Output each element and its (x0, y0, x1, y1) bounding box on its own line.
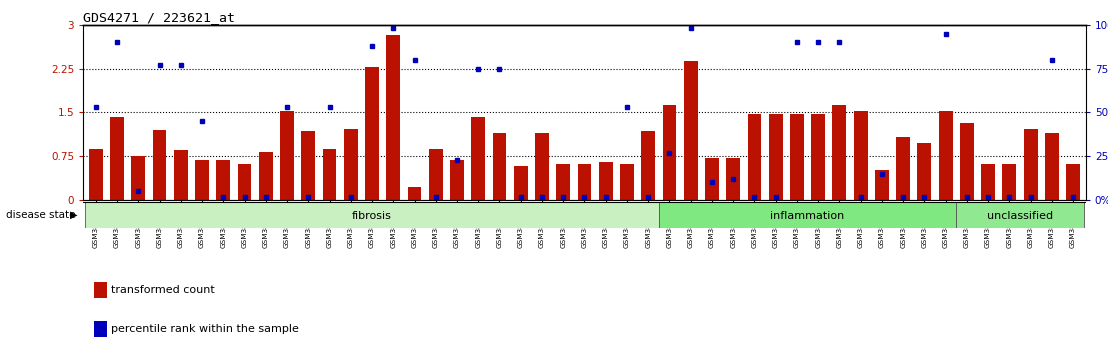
Bar (429, 149, 443, 200)
Bar (514, 166, 527, 200)
Bar (259, 152, 273, 200)
Bar (450, 160, 464, 200)
Bar (556, 164, 571, 200)
Text: unclassified: unclassified (987, 211, 1053, 221)
Bar (642, 131, 655, 200)
Bar (301, 131, 315, 200)
Bar (153, 130, 166, 200)
Bar (875, 170, 889, 200)
Text: transformed count: transformed count (111, 285, 215, 295)
Bar (110, 117, 124, 200)
Bar (1003, 164, 1016, 200)
Bar (195, 160, 209, 200)
Bar (280, 111, 294, 200)
Bar (769, 114, 782, 200)
Bar (89, 149, 103, 200)
Bar (663, 105, 676, 200)
Bar (85, 202, 659, 228)
Bar (726, 158, 740, 200)
Bar (659, 202, 956, 228)
Bar (366, 67, 379, 200)
Bar (1024, 129, 1037, 200)
Bar (832, 105, 847, 200)
Bar (322, 149, 337, 200)
Text: GDS4271 / 223621_at: GDS4271 / 223621_at (83, 11, 235, 24)
Bar (620, 164, 634, 200)
Bar (598, 162, 613, 200)
Bar (408, 187, 421, 200)
Bar (493, 133, 506, 200)
Bar (960, 123, 974, 200)
Bar (705, 158, 719, 200)
Bar (982, 164, 995, 200)
Bar (956, 202, 1084, 228)
Bar (1045, 133, 1059, 200)
Text: disease state: disease state (6, 210, 75, 220)
Bar (811, 114, 825, 200)
Bar (471, 117, 485, 200)
Bar (174, 150, 187, 200)
Bar (684, 61, 698, 200)
Bar (748, 114, 761, 200)
Bar (917, 143, 932, 200)
Bar (938, 111, 953, 200)
Bar (535, 133, 548, 200)
Bar (577, 164, 592, 200)
Text: percentile rank within the sample: percentile rank within the sample (111, 324, 299, 334)
Text: fibrosis: fibrosis (352, 211, 392, 221)
Text: ▶: ▶ (70, 210, 78, 220)
Text: inflammation: inflammation (770, 211, 844, 221)
Bar (790, 114, 803, 200)
Bar (896, 137, 910, 200)
Bar (1066, 164, 1080, 200)
Bar (343, 129, 358, 200)
Bar (854, 111, 868, 200)
Bar (387, 35, 400, 200)
Bar (237, 164, 252, 200)
Bar (216, 160, 230, 200)
Bar (132, 156, 145, 200)
